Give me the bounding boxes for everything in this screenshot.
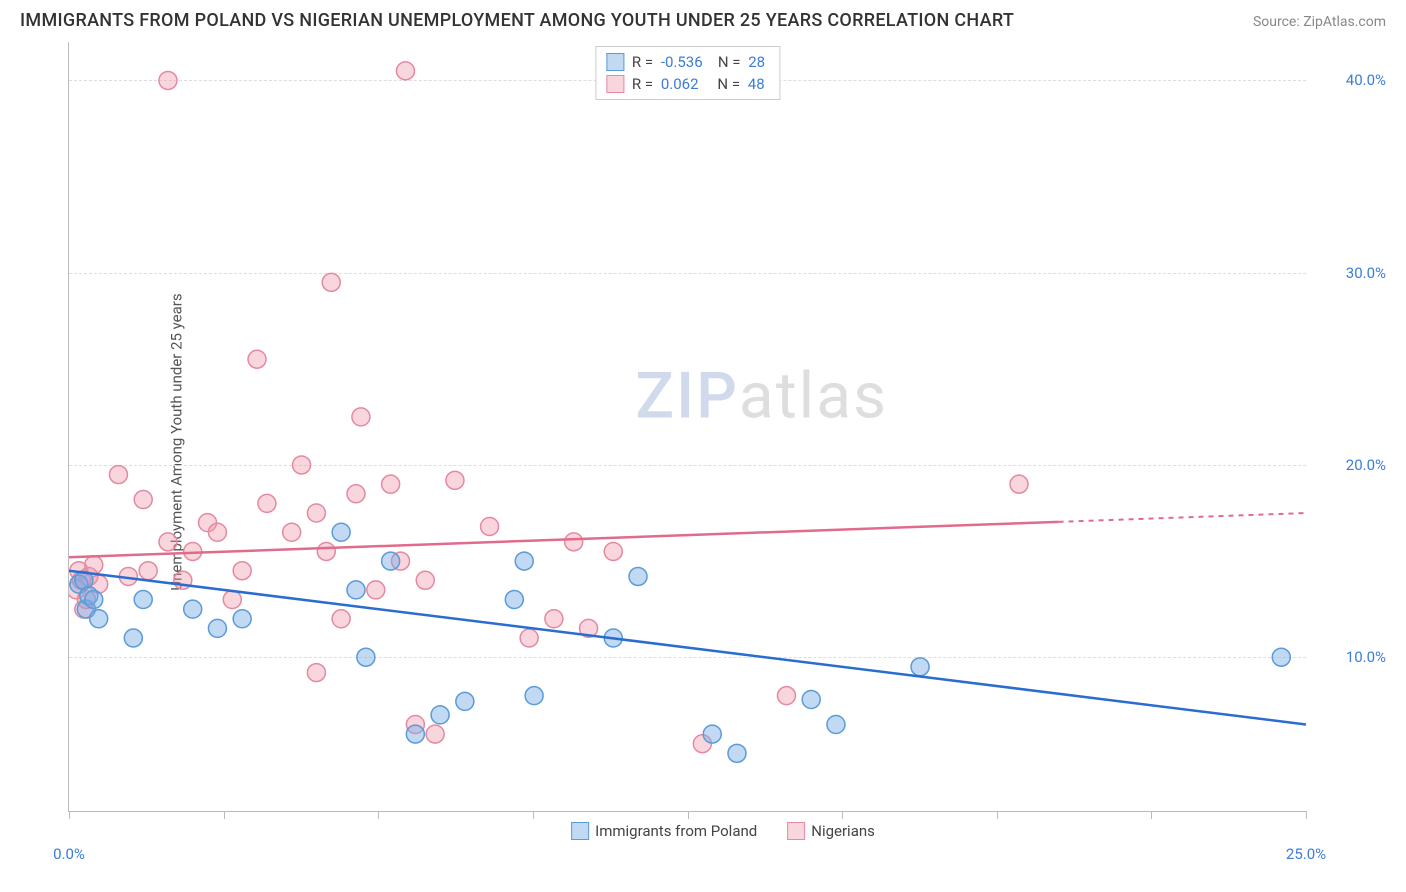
data-point — [911, 658, 929, 676]
swatch-icon — [571, 822, 589, 840]
x-tick — [533, 811, 534, 819]
data-point — [90, 610, 108, 628]
y-tick-label: 30.0% — [1346, 264, 1386, 282]
data-point — [802, 690, 820, 708]
swatch-series-2 — [606, 75, 624, 93]
x-tick-label: 0.0% — [53, 845, 85, 863]
y-tick-label: 40.0% — [1346, 71, 1386, 89]
trend-line — [69, 571, 1306, 725]
data-point — [248, 350, 266, 368]
data-point — [223, 591, 241, 609]
data-point — [208, 523, 226, 541]
data-point — [208, 619, 226, 637]
data-point — [416, 571, 434, 589]
data-point — [124, 629, 142, 647]
data-point — [456, 692, 474, 710]
data-point — [233, 610, 251, 628]
chart-header: IMMIGRANTS FROM POLAND VS NIGERIAN UNEMP… — [0, 0, 1406, 37]
legend-correlation-box: R = -0.536 N = 28 R = 0.062 N = 48 — [595, 46, 780, 100]
data-point — [1272, 648, 1290, 666]
x-tick — [69, 811, 70, 819]
chart-container: Unemployment Among Youth under 25 years … — [50, 42, 1396, 842]
data-point — [233, 562, 251, 580]
data-point — [382, 552, 400, 570]
x-tick — [997, 811, 998, 819]
data-point — [446, 471, 464, 489]
data-point — [134, 591, 152, 609]
swatch-icon — [787, 822, 805, 840]
chart-title: IMMIGRANTS FROM POLAND VS NIGERIAN UNEMP… — [20, 10, 1014, 31]
data-point — [293, 456, 311, 474]
data-point — [139, 562, 157, 580]
x-tick — [224, 811, 225, 819]
data-point — [283, 523, 301, 541]
x-tick-label: 25.0% — [1286, 845, 1326, 863]
data-point — [159, 533, 177, 551]
data-point — [347, 485, 365, 503]
data-point — [307, 664, 325, 682]
data-point — [505, 591, 523, 609]
data-point — [322, 273, 340, 291]
data-point — [426, 725, 444, 743]
data-point — [629, 567, 647, 585]
legend-item-series-1: Immigrants from Poland — [571, 822, 757, 840]
data-point — [317, 542, 335, 560]
data-point — [525, 687, 543, 705]
data-point — [357, 648, 375, 666]
data-point — [332, 523, 350, 541]
data-point — [545, 610, 563, 628]
swatch-series-1 — [606, 53, 624, 71]
data-point — [307, 504, 325, 522]
data-point — [481, 517, 499, 535]
data-point — [827, 715, 845, 733]
data-point — [431, 706, 449, 724]
data-point — [396, 62, 414, 80]
data-point — [728, 744, 746, 762]
data-point — [515, 552, 533, 570]
legend-row-series-2: R = 0.062 N = 48 — [606, 73, 769, 95]
chart-source: Source: ZipAtlas.com — [1253, 14, 1386, 30]
plot-svg — [69, 42, 1306, 811]
x-tick — [1151, 811, 1152, 819]
data-point — [520, 629, 538, 647]
data-point — [134, 491, 152, 509]
data-point — [703, 725, 721, 743]
data-point — [565, 533, 583, 551]
data-point — [85, 556, 103, 574]
data-point — [85, 591, 103, 609]
data-point — [406, 725, 424, 743]
data-point — [159, 71, 177, 89]
y-tick-label: 10.0% — [1346, 648, 1386, 666]
data-point — [352, 408, 370, 426]
y-tick-label: 20.0% — [1346, 456, 1386, 474]
data-point — [184, 600, 202, 618]
data-point — [347, 581, 365, 599]
plot-area: ZIPatlas R = -0.536 N = 28 R = 0.062 — [68, 42, 1306, 812]
data-point — [777, 687, 795, 705]
data-point — [604, 542, 622, 560]
data-point — [382, 475, 400, 493]
x-tick — [378, 811, 379, 819]
data-point — [367, 581, 385, 599]
data-point — [109, 466, 127, 484]
legend-item-series-2: Nigerians — [787, 822, 875, 840]
legend-series-names: Immigrants from Poland Nigerians — [571, 822, 875, 840]
x-tick — [1306, 811, 1307, 819]
data-point — [1010, 475, 1028, 493]
data-point — [258, 494, 276, 512]
trend-line-dashed — [1059, 513, 1306, 522]
x-tick — [688, 811, 689, 819]
data-point — [332, 610, 350, 628]
legend-row-series-1: R = -0.536 N = 28 — [606, 51, 769, 73]
x-tick — [842, 811, 843, 819]
